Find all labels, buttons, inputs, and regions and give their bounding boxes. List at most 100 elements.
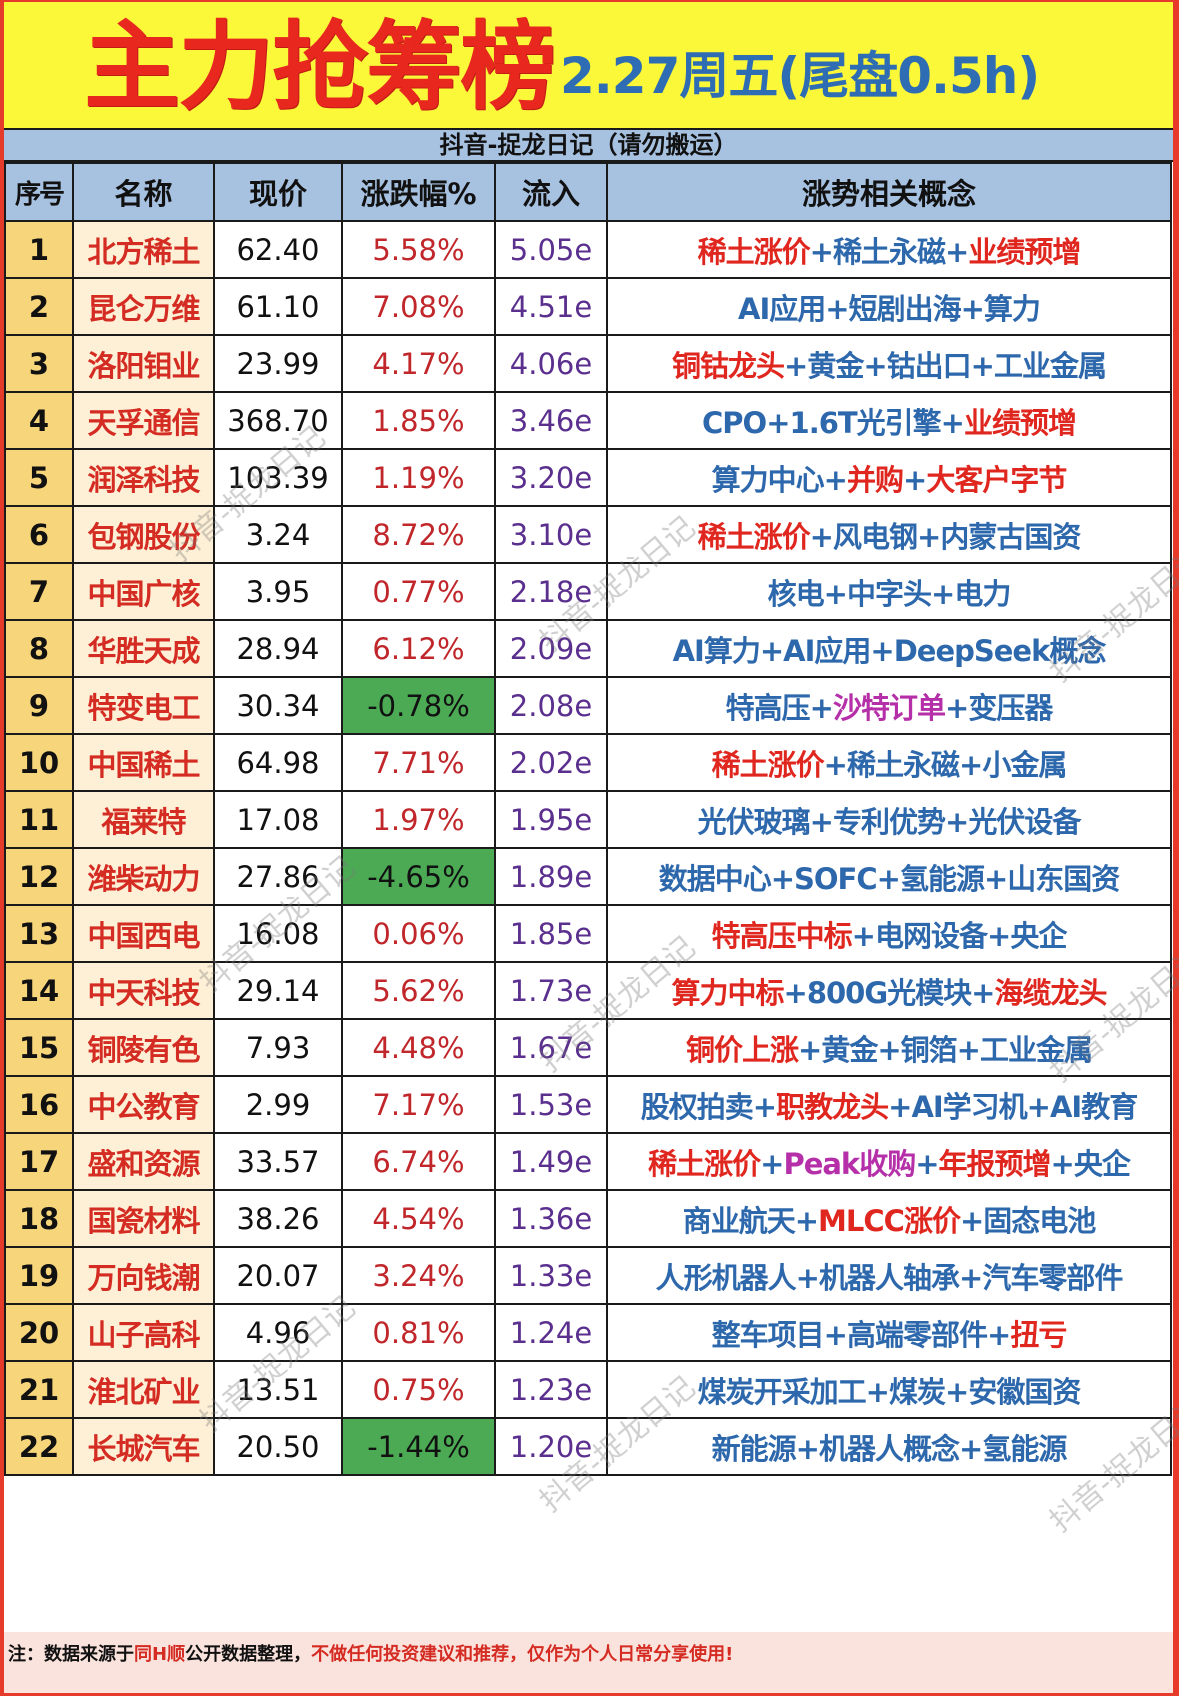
stock-name: 润泽科技 <box>72 448 215 507</box>
concept-tag: 电力 <box>954 576 1011 611</box>
plus-separator: + <box>783 975 808 1010</box>
concept-tags: 稀土涨价+Peak收购+年报预增+央企 <box>606 1132 1172 1191</box>
plus-separator: + <box>945 804 969 839</box>
capital-inflow: 1.33e <box>494 1246 608 1305</box>
price-change: -1.44% <box>341 1417 496 1476</box>
row-index: 8 <box>4 619 74 678</box>
concept-tag: 1.6T光引擎 <box>789 405 942 440</box>
capital-inflow: 1.49e <box>494 1132 608 1191</box>
plus-separator: + <box>865 1374 890 1409</box>
concept-tag: 短剧出海 <box>848 291 962 326</box>
stock-name: 洛阳钼业 <box>72 334 215 393</box>
price-change: 6.74% <box>341 1132 496 1191</box>
plus-separator: + <box>851 918 876 953</box>
plus-separator: + <box>876 861 901 896</box>
concept-tag: 扭亏 <box>1010 1317 1067 1352</box>
stock-name: 长城汽车 <box>72 1417 215 1476</box>
plus-separator: + <box>823 1317 848 1352</box>
row-index: 7 <box>4 562 74 621</box>
row-index: 21 <box>4 1360 74 1419</box>
capital-inflow: 2.18e <box>494 562 608 621</box>
concept-tags: 股权拍卖+职教龙头+AI学习机+AI教育 <box>606 1075 1172 1134</box>
stock-name: 昆仑万维 <box>72 277 215 336</box>
plus-separator: + <box>940 405 965 440</box>
table-row: 2 昆仑万维 61.10 7.08% 4.51e AI应用+短剧出海+算力 <box>4 277 1172 336</box>
stock-name: 山子高科 <box>72 1303 215 1362</box>
capital-inflow: 1.85e <box>494 904 608 963</box>
table-row: 8 华胜天成 28.94 6.12% 2.09e AI算力+AI应用+DeepSeek概念 <box>4 619 1172 678</box>
concept-tag: 稀土涨价 <box>648 1146 761 1181</box>
plus-separator: + <box>752 1089 777 1124</box>
plus-separator: + <box>877 1032 901 1067</box>
plus-separator: + <box>960 291 985 326</box>
plus-separator: + <box>917 519 941 554</box>
price-change: 0.75% <box>341 1360 496 1419</box>
concept-tag: 新能源 <box>711 1431 797 1466</box>
concept-tags: 稀土涨价+风电钢+内蒙古国资 <box>606 505 1172 564</box>
plus-separator: + <box>959 747 983 782</box>
concept-tag: 电网设备 <box>874 918 988 953</box>
plus-separator: + <box>903 462 927 497</box>
stock-name: 福莱特 <box>72 790 215 849</box>
concept-tags: 特高压中标+电网设备+央企 <box>606 904 1172 963</box>
concept-tag: 工业金属 <box>979 1032 1093 1067</box>
row-index: 2 <box>4 277 74 336</box>
header-inflow: 流入 <box>494 162 608 222</box>
page-title: 主力抢筹榜 <box>84 11 556 123</box>
concept-tag: 特高压中标 <box>711 918 853 953</box>
concept-tag: AI学习机 <box>911 1089 1027 1124</box>
plus-separator: + <box>945 1374 969 1409</box>
plus-separator: + <box>795 1431 820 1466</box>
row-index: 14 <box>4 961 74 1020</box>
concept-tag: 整车项目 <box>711 1317 825 1352</box>
plus-separator: + <box>1050 1146 1075 1181</box>
stock-price: 13.51 <box>213 1360 343 1419</box>
stock-price: 64.98 <box>213 733 343 792</box>
plus-separator: + <box>823 576 848 611</box>
table-row: 3 洛阳钼业 23.99 4.17% 4.06e 铜钴龙头+黄金+钴出口+工业金属 <box>4 334 1172 393</box>
plus-separator: + <box>987 1317 1011 1352</box>
concept-tag: 工业金属 <box>993 348 1107 383</box>
concept-tag: SOFC <box>794 861 878 896</box>
concept-tag: 高端零部件 <box>846 1317 988 1352</box>
price-change: 5.62% <box>341 961 496 1020</box>
concept-tag: 商业航天 <box>682 1203 796 1238</box>
stock-name: 万向钱潮 <box>72 1246 215 1305</box>
price-change: -4.65% <box>341 847 496 906</box>
header-concepts: 涨势相关概念 <box>606 162 1172 222</box>
plus-separator: + <box>770 861 795 896</box>
footer-suffix: 仅作为个人日常分享使用! <box>527 1644 734 1665</box>
plus-separator: + <box>959 1431 983 1466</box>
price-change: 3.24% <box>341 1246 496 1305</box>
concept-tag: AI应用 <box>783 633 871 668</box>
stock-name: 中公教育 <box>72 1075 215 1134</box>
price-change: -0.78% <box>341 676 496 735</box>
plus-separator: + <box>759 633 784 668</box>
row-index: 20 <box>4 1303 74 1362</box>
capital-inflow: 1.89e <box>494 847 608 906</box>
concept-tag: 稀土涨价 <box>711 747 825 782</box>
header-index: 序号 <box>4 162 74 222</box>
plus-separator: + <box>809 234 834 269</box>
footer-source: 同H顺 <box>134 1644 186 1665</box>
plus-separator: + <box>809 804 834 839</box>
header-price: 现价 <box>213 162 343 222</box>
concept-tag: 算力 <box>983 291 1041 326</box>
plus-separator: + <box>931 576 955 611</box>
plus-separator: + <box>959 1203 984 1238</box>
stock-price: 103.39 <box>213 448 343 507</box>
price-change: 4.17% <box>341 334 496 393</box>
concept-tags: 算力中心+并购+大客户字节 <box>606 448 1172 507</box>
stock-price: 20.07 <box>213 1246 343 1305</box>
concept-tag: 机器人轴承 <box>818 1260 960 1295</box>
title-banner: 主力抢筹榜 2.27周五(尾盘0.5h) <box>4 2 1173 130</box>
concept-tag: 安徽国资 <box>968 1374 1081 1409</box>
plus-separator: + <box>766 405 790 440</box>
concept-tag: 股权拍卖 <box>640 1089 754 1124</box>
concept-tags: 整车项目+高端零部件+扭亏 <box>606 1303 1172 1362</box>
concept-tag: 职教龙头 <box>776 1089 889 1124</box>
plus-separator: + <box>971 975 995 1010</box>
row-index: 4 <box>4 391 74 450</box>
concept-tag: 数据中心 <box>658 861 772 896</box>
price-change: 5.58% <box>341 220 496 279</box>
